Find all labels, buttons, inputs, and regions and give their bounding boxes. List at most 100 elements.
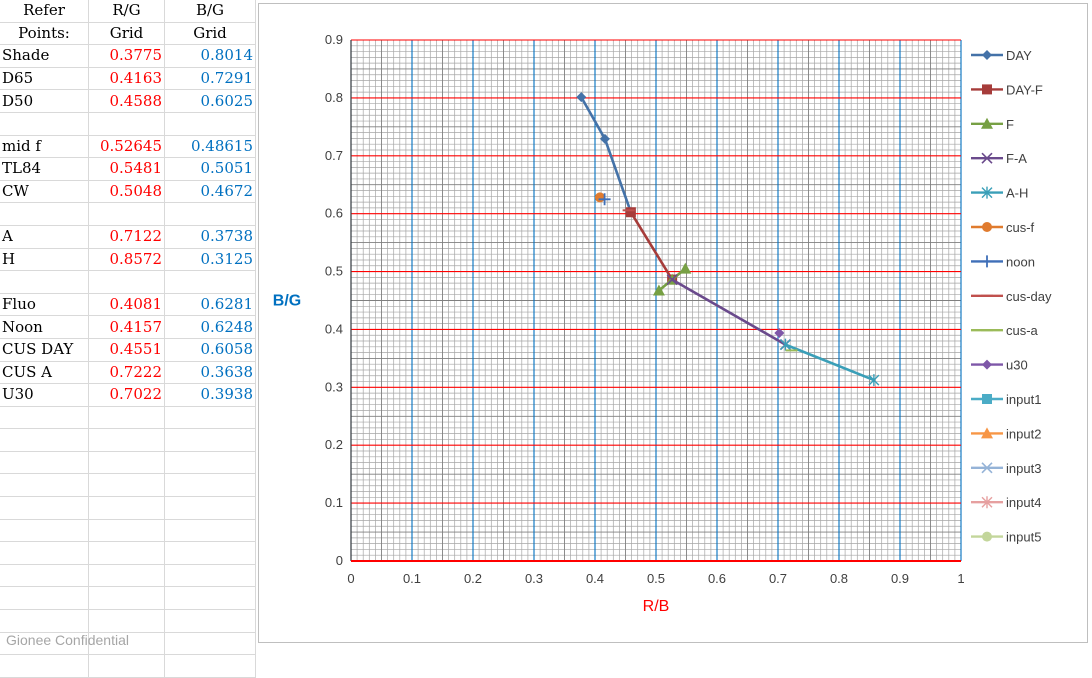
table-cell[interactable] xyxy=(0,564,89,588)
table-cell[interactable] xyxy=(164,270,256,294)
table-cell[interactable] xyxy=(0,406,89,430)
table-header-cell[interactable]: R/G xyxy=(88,0,165,23)
table-cell[interactable]: TL84 xyxy=(0,157,89,181)
table-cell[interactable]: 0.3125 xyxy=(164,248,256,272)
table-cell[interactable] xyxy=(0,473,89,498)
table-cell[interactable]: Noon xyxy=(0,315,89,339)
table-cell[interactable]: 0.7022 xyxy=(88,383,165,407)
table-cell[interactable]: A xyxy=(0,225,89,249)
table-cell[interactable] xyxy=(164,473,256,498)
table-cell[interactable]: 0.52645 xyxy=(88,135,165,159)
table-cell[interactable] xyxy=(0,654,89,678)
table-row: Fluo 0.4081 0.6281 xyxy=(0,293,256,317)
series-noon xyxy=(598,193,611,206)
table-cell[interactable] xyxy=(0,428,89,452)
table-cell[interactable]: 0.3938 xyxy=(164,383,256,407)
table-cell[interactable] xyxy=(88,428,165,452)
y-tick-label: 0.4 xyxy=(325,321,343,336)
table-cell[interactable] xyxy=(164,519,256,543)
legend-label: F-A xyxy=(1006,151,1027,166)
table-cell[interactable] xyxy=(88,654,165,678)
table-cell[interactable] xyxy=(0,202,89,226)
table-cell[interactable]: 0.6025 xyxy=(164,89,256,113)
table-row xyxy=(0,473,256,498)
table-cell[interactable] xyxy=(164,406,256,430)
table-cell[interactable] xyxy=(0,496,89,520)
table-cell[interactable] xyxy=(164,586,256,611)
data-point xyxy=(599,133,610,144)
table-cell[interactable]: D65 xyxy=(0,67,89,91)
table-cell[interactable] xyxy=(0,112,89,136)
table-cell[interactable]: 0.4588 xyxy=(88,89,165,113)
table-cell[interactable] xyxy=(0,541,89,565)
legend-label: input2 xyxy=(1006,426,1041,441)
table-cell[interactable] xyxy=(164,451,256,475)
table-cell[interactable] xyxy=(88,451,165,475)
table-cell[interactable] xyxy=(0,451,89,475)
table-row xyxy=(0,270,256,294)
table-cell[interactable] xyxy=(164,541,256,565)
table-cell[interactable] xyxy=(88,586,165,611)
table-cell[interactable] xyxy=(88,473,165,498)
table-header-cell[interactable]: B/G xyxy=(164,0,256,23)
table-cell[interactable]: 0.4551 xyxy=(88,338,165,362)
table-cell[interactable]: H xyxy=(0,248,89,272)
table-cell[interactable] xyxy=(88,564,165,588)
table-cell[interactable]: 0.48615 xyxy=(164,135,256,159)
table-cell[interactable]: 0.4081 xyxy=(88,293,165,317)
table-cell[interactable]: CUS DAY xyxy=(0,338,89,362)
table-cell[interactable]: 0.7222 xyxy=(88,361,165,385)
table-header-cell[interactable]: Points: xyxy=(0,22,89,46)
table-cell[interactable] xyxy=(164,654,256,678)
table-cell[interactable]: 0.6281 xyxy=(164,293,256,317)
table-cell[interactable]: Fluo xyxy=(0,293,89,317)
table-cell[interactable] xyxy=(164,496,256,520)
table-cell[interactable]: U30 xyxy=(0,383,89,407)
table-cell[interactable] xyxy=(88,270,165,294)
table-cell[interactable] xyxy=(88,406,165,430)
table-cell[interactable] xyxy=(164,632,256,656)
table-cell[interactable]: 0.8572 xyxy=(88,248,165,272)
table-cell[interactable]: 0.6058 xyxy=(164,338,256,362)
table-cell[interactable]: 0.4157 xyxy=(88,315,165,339)
table-cell[interactable]: 0.7122 xyxy=(88,225,165,249)
table-cell[interactable]: CW xyxy=(0,180,89,204)
table-cell[interactable]: 0.3775 xyxy=(88,44,165,68)
table-header-cell[interactable]: Grid xyxy=(164,22,256,46)
table-cell[interactable]: 0.5051 xyxy=(164,157,256,181)
table-cell[interactable]: 0.5048 xyxy=(88,180,165,204)
table-cell[interactable]: 0.4672 xyxy=(164,180,256,204)
table-cell[interactable]: 0.3638 xyxy=(164,361,256,385)
table-cell[interactable] xyxy=(164,564,256,588)
table-cell[interactable] xyxy=(0,609,89,633)
legend-entry: cus-a xyxy=(971,323,1039,338)
table-cell[interactable] xyxy=(88,519,165,543)
table-cell[interactable]: CUS A xyxy=(0,361,89,385)
table-cell[interactable] xyxy=(88,609,165,633)
table-cell[interactable] xyxy=(164,112,256,136)
table-cell[interactable]: D50 xyxy=(0,89,89,113)
table-cell[interactable] xyxy=(164,428,256,452)
table-cell[interactable]: 0.6248 xyxy=(164,315,256,339)
table-cell[interactable]: 0.5481 xyxy=(88,157,165,181)
table-cell[interactable] xyxy=(88,202,165,226)
table-cell[interactable]: 0.4163 xyxy=(88,67,165,91)
table-cell[interactable]: mid f xyxy=(0,135,89,159)
table-cell[interactable] xyxy=(0,270,89,294)
table-cell[interactable]: Shade xyxy=(0,44,89,68)
table-cell[interactable] xyxy=(88,112,165,136)
table-cell[interactable]: 0.3738 xyxy=(164,225,256,249)
legend-label: input3 xyxy=(1006,461,1041,476)
table-cell[interactable]: 0.8014 xyxy=(164,44,256,68)
table-cell[interactable] xyxy=(0,519,89,543)
table-cell[interactable] xyxy=(164,202,256,226)
legend-label: input5 xyxy=(1006,530,1041,545)
table-cell[interactable] xyxy=(88,541,165,565)
table-cell[interactable] xyxy=(88,496,165,520)
table-cell[interactable] xyxy=(164,609,256,633)
table-row xyxy=(0,609,256,633)
table-cell[interactable] xyxy=(0,586,89,611)
table-cell[interactable]: 0.7291 xyxy=(164,67,256,91)
table-header-cell[interactable]: Refer xyxy=(0,0,89,23)
table-header-cell[interactable]: Grid xyxy=(88,22,165,46)
